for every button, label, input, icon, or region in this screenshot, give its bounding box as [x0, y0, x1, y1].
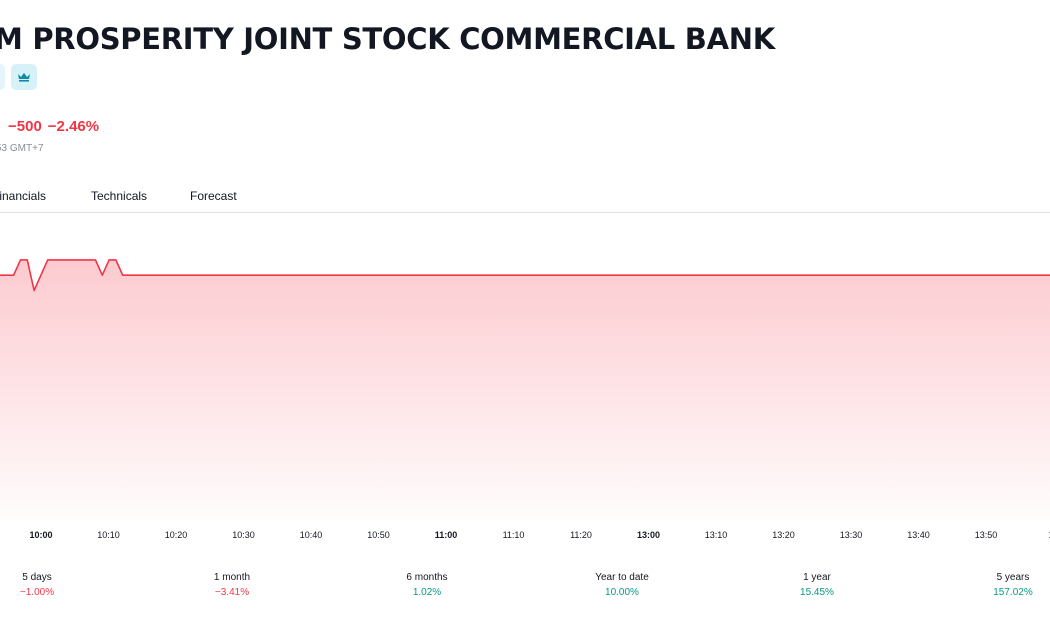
tab-technicals[interactable]: Technicals	[91, 189, 148, 203]
x-tick-label: 13:50	[975, 530, 998, 540]
x-tick-label: 11:20	[570, 530, 592, 540]
performance-item[interactable]: 1 year 15.45%	[757, 572, 877, 598]
x-tick-label: 13:10	[705, 530, 728, 540]
performance-value: −3.41%	[214, 587, 250, 598]
info-badge[interactable]	[0, 64, 5, 90]
performance-row: 5 days −1.00% 1 month −3.41% 6 months 1.02% Ye…	[0, 572, 1050, 612]
performance-value: −1.00%	[19, 587, 55, 598]
crown-badge[interactable]	[11, 64, 37, 90]
performance-value: 15.45%	[800, 587, 834, 598]
x-tick-label: 10:20	[165, 530, 188, 540]
performance-label: 5 years	[996, 572, 1030, 583]
performance-item[interactable]: 5 years 157.02%	[953, 572, 1050, 598]
x-tick-label: 14	[1048, 530, 1050, 540]
x-tick-label: 11:00	[435, 530, 458, 540]
tab-bar: Financials Technicals Forecast	[0, 189, 1050, 213]
x-tick-label: 10:10	[97, 530, 120, 540]
performance-value: 10.00%	[605, 587, 639, 598]
performance-label: 1 year	[803, 572, 831, 583]
price-change: −500 −2.46%	[8, 118, 105, 135]
change-percent: −2.46%	[47, 118, 100, 135]
performance-label: 5 days	[22, 572, 52, 583]
price-chart[interactable]: 10:00 10:10 10:20 10:30 10:40 10:50 11:00 11:10…	[0, 214, 1050, 554]
performance-label: Year to date	[595, 572, 649, 583]
performance-item[interactable]: 1 month −3.41%	[172, 572, 292, 598]
x-tick-label: 13:00	[637, 530, 660, 540]
tab-financials[interactable]: Financials	[0, 189, 47, 203]
performance-value: 157.02%	[993, 587, 1033, 598]
x-tick-label: 13:20	[772, 530, 795, 540]
x-tick-label: 10:00	[29, 530, 52, 540]
x-tick-label: 10:40	[300, 530, 323, 540]
x-tick-label: 13:40	[907, 530, 930, 540]
performance-item[interactable]: 5 days −1.00%	[0, 572, 97, 598]
x-tick-label: 11:10	[503, 530, 525, 540]
performance-item[interactable]: Year to date 10.00%	[562, 572, 682, 598]
performance-label: 1 month	[213, 572, 251, 583]
performance-item[interactable]: 6 months 1.02%	[367, 572, 487, 598]
x-tick-label: 13:30	[840, 530, 863, 540]
performance-label: 6 months	[406, 572, 448, 583]
performance-value: 1.02%	[412, 587, 442, 598]
page-title: M PROSPERITY JOINT STOCK COMMERCIAL BANK	[0, 22, 775, 56]
x-tick-label: 10:30	[232, 530, 255, 540]
x-tick-label: 10:50	[367, 530, 390, 540]
crown-icon	[18, 73, 30, 82]
price-area-fill	[0, 259, 1050, 520]
tab-forecast[interactable]: Forecast	[190, 189, 237, 203]
change-absolute: −500	[8, 118, 42, 135]
quote-timestamp: 53 GMT+7	[0, 143, 44, 154]
price-line	[0, 259, 1050, 292]
